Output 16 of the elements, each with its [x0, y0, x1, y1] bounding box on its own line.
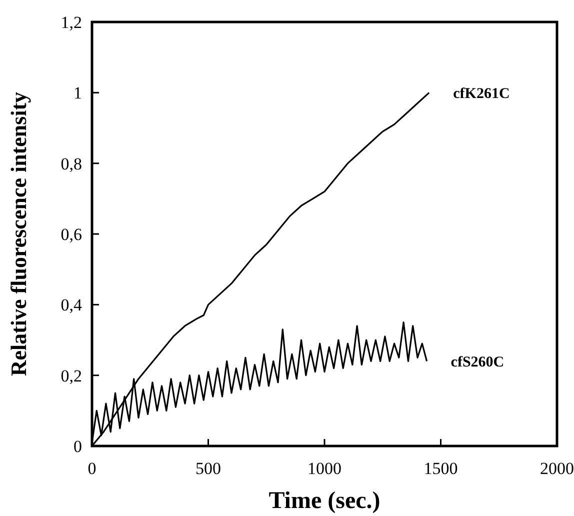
- series-label: cfK261C: [453, 86, 510, 102]
- y-tick-label: 0,6: [60, 224, 82, 244]
- x-tick-label: 1000: [308, 459, 342, 478]
- y-tick-label: 0,2: [60, 366, 82, 386]
- y-tick-label: 0,8: [60, 154, 82, 174]
- y-tick-label: 1: [74, 84, 82, 103]
- y-tick-label: 1,2: [60, 12, 82, 32]
- x-axis-title: Time (sec.): [268, 488, 380, 514]
- x-tick-label: 500: [196, 459, 221, 478]
- x-tick-label: 2000: [540, 459, 574, 478]
- y-tick-label: 0: [74, 436, 82, 456]
- series-label: cfS260C: [450, 354, 504, 370]
- x-tick-label: 1500: [424, 459, 458, 478]
- y-axis-title: Relative fluorescence intensity: [6, 92, 31, 376]
- x-tick-label: 0: [88, 459, 96, 478]
- y-tick-label: 0,4: [60, 296, 82, 315]
